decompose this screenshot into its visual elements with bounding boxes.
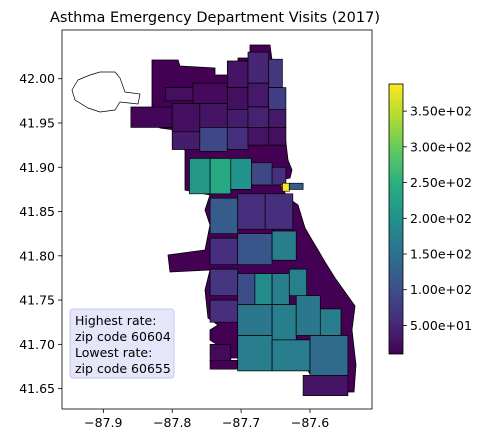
zip-region xyxy=(268,58,283,88)
zip-region xyxy=(288,182,304,190)
colorbar-ticks: 5.00e+01 1.00e+02 1.50e+02 2.00e+02 2.50e+02… xyxy=(403,104,472,333)
x-tick-label: −87.8 xyxy=(153,415,191,430)
zip-region xyxy=(264,193,294,230)
annotation-line-4: zip code 60655 xyxy=(75,361,171,376)
zip-region xyxy=(268,109,287,128)
annotation-line-1: Highest rate: xyxy=(75,313,156,328)
x-axis-ticks: −87.9 −87.8 −87.7 −87.6 xyxy=(84,409,329,430)
annotation-box: Highest rate: zip code 60604 Lowest rate… xyxy=(69,308,175,379)
colorbar-tick-label: 1.50e+02 xyxy=(410,247,472,262)
zip-region xyxy=(237,304,273,336)
zip-region xyxy=(209,237,239,266)
zip-region xyxy=(282,182,290,192)
colorbar-tick-label: 2.50e+02 xyxy=(410,175,472,190)
x-tick-label: −87.6 xyxy=(291,415,329,430)
zip-region xyxy=(271,230,297,261)
y-tick-label: 41.90 xyxy=(19,160,55,175)
zip-region xyxy=(271,273,290,305)
colorbar xyxy=(388,83,404,355)
zip-region xyxy=(171,131,201,150)
zip-region xyxy=(189,158,211,195)
zip-region xyxy=(247,82,270,108)
x-tick-label: −87.9 xyxy=(84,415,122,430)
zip-region xyxy=(192,82,228,104)
y-tick-label: 41.85 xyxy=(19,204,55,219)
colorbar-tick-label: 2.00e+02 xyxy=(410,211,472,226)
y-tick-label: 41.75 xyxy=(19,293,55,308)
zip-region xyxy=(319,308,342,336)
annotation-background xyxy=(69,308,175,379)
y-tick-label: 41.80 xyxy=(19,248,55,263)
zip-region xyxy=(237,273,256,305)
map-axes-frame xyxy=(61,29,373,410)
colorbar-tick-label: 1.00e+02 xyxy=(410,282,472,297)
zip-region xyxy=(247,127,270,146)
ohare-outline xyxy=(71,71,141,113)
zip-region xyxy=(230,158,252,190)
zip-region xyxy=(237,335,273,372)
zip-region xyxy=(251,162,273,186)
zip-region xyxy=(209,197,239,235)
zip-region xyxy=(171,103,201,133)
zip-region xyxy=(209,344,232,363)
zip-region xyxy=(209,359,239,370)
zip-region xyxy=(226,60,249,88)
zip-region xyxy=(226,109,249,128)
colorbar-tick-label: 3.50e+02 xyxy=(410,104,472,119)
y-tick-label: 41.70 xyxy=(19,337,55,352)
zip-region xyxy=(226,127,249,150)
y-axis-ticks: 41.65 41.70 41.75 41.80 41.85 41.90 41.95 42.00 xyxy=(19,71,62,396)
zip-region xyxy=(237,193,266,230)
zip-region xyxy=(302,375,349,397)
zip-region xyxy=(254,273,273,305)
annotation-line-2: zip code 60604 xyxy=(75,329,171,344)
zip-region xyxy=(271,304,297,341)
zip-region xyxy=(247,106,270,128)
zip-region xyxy=(209,268,239,297)
colorbar-tick-label: 5.00e+01 xyxy=(410,318,472,333)
y-tick-label: 41.65 xyxy=(19,381,55,396)
zip-region xyxy=(247,51,270,84)
colorbar-tick-label: 3.00e+02 xyxy=(410,139,472,154)
zip-region xyxy=(237,233,273,266)
zip-region xyxy=(199,103,228,128)
zip-region xyxy=(164,87,194,102)
zip-region xyxy=(288,268,307,297)
zip-regions xyxy=(130,51,349,397)
annotation-line-3: Lowest rate: xyxy=(75,345,152,360)
zip-region xyxy=(226,87,249,111)
y-tick-label: 41.95 xyxy=(19,115,55,130)
chart-title: Asthma Emergency Department Visits (2017… xyxy=(50,10,380,26)
zip-region xyxy=(271,166,287,186)
zip-region xyxy=(199,127,228,152)
y-tick-label: 42.00 xyxy=(19,71,55,86)
zip-region xyxy=(209,299,239,323)
zip-region xyxy=(295,295,321,336)
zip-region xyxy=(309,335,349,376)
zip-region xyxy=(268,87,287,111)
zip-region xyxy=(209,158,232,195)
zip-region xyxy=(130,106,173,128)
zip-region xyxy=(271,339,311,372)
zip-region xyxy=(268,127,287,146)
x-tick-label: −87.7 xyxy=(222,415,260,430)
